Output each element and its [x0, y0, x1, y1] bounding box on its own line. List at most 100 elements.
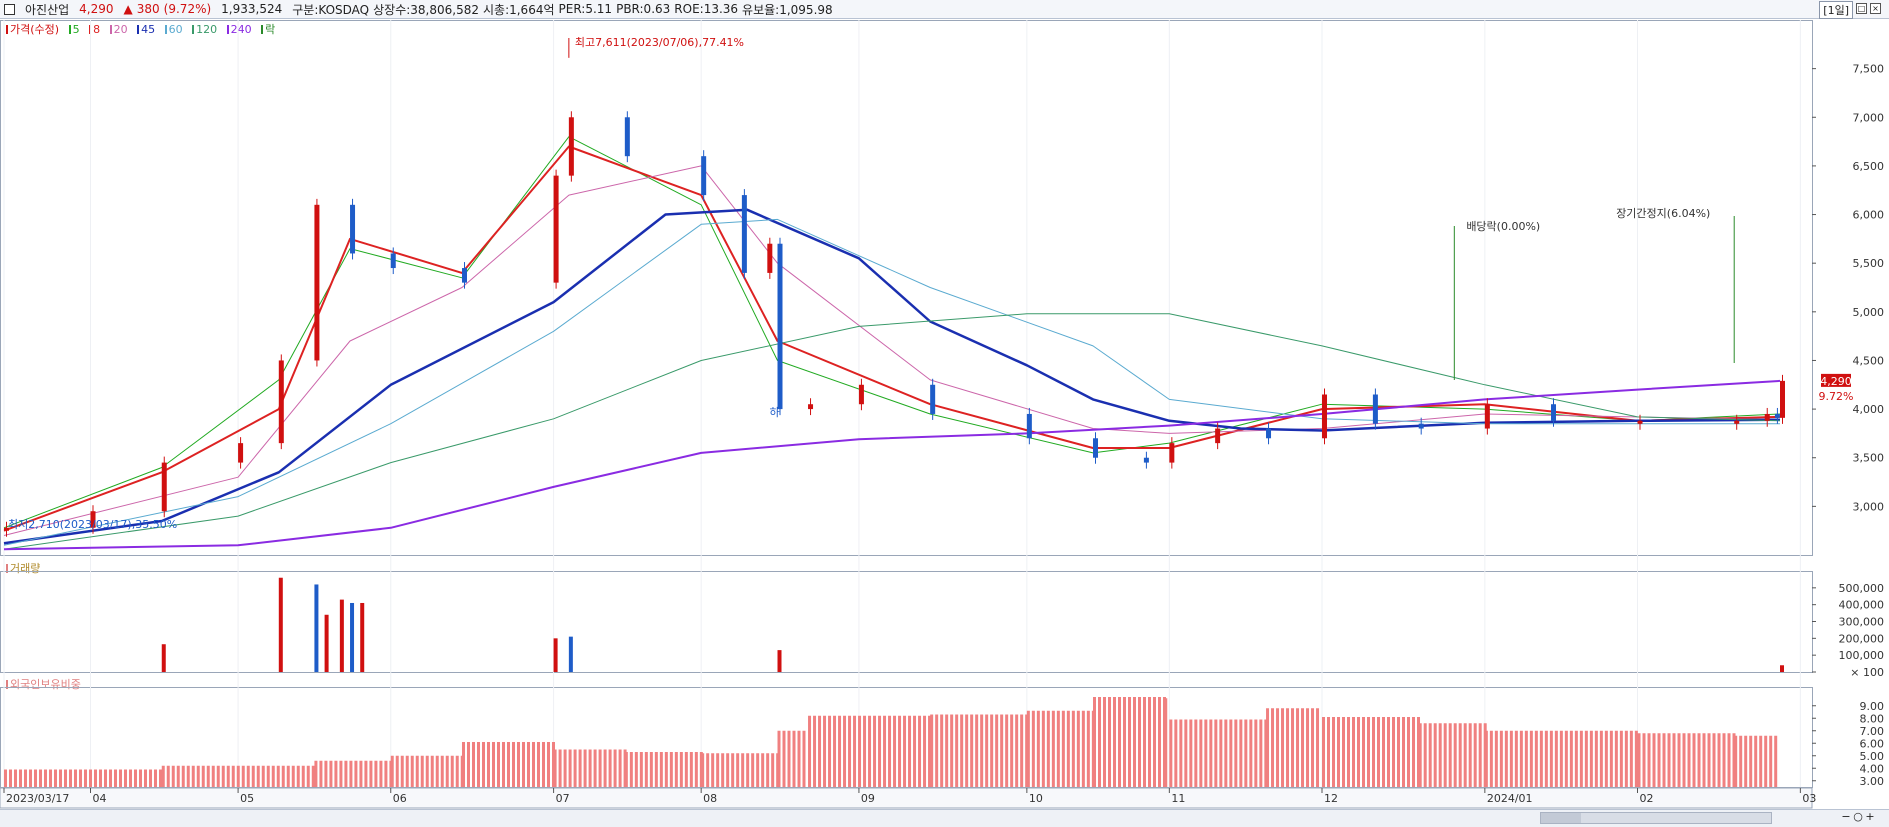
foreign-bar: [226, 765, 230, 787]
foreign-bar: [390, 755, 394, 787]
legend-ex[interactable]: 락: [261, 23, 278, 36]
roe-value: ROE:13.36: [674, 2, 739, 16]
candle-body: [461, 268, 467, 283]
foreign-bar: [878, 715, 882, 787]
high-annotation: 최고7,611(2023/07/06),77.41%: [575, 36, 744, 49]
current-pct-label: 9.72%: [1819, 390, 1854, 403]
foreign-bar: [1301, 708, 1305, 787]
foreign-bar: [1128, 697, 1132, 787]
legend-ma-5[interactable]: 5: [68, 23, 83, 36]
foreign-bar: [701, 753, 705, 787]
foreign-bar: [1428, 723, 1432, 787]
volume-bar: [553, 638, 558, 672]
foreign-bar: [1769, 735, 1773, 787]
select-checkbox[interactable]: [4, 3, 15, 15]
foreign-bar: [1311, 708, 1315, 787]
foreign-bar: [420, 755, 424, 787]
zoom-out-icon[interactable]: −: [1841, 810, 1851, 823]
foreign-bar: [883, 715, 887, 787]
foreign-bar: [349, 760, 353, 787]
foreign-tick-label: 3.00: [1860, 775, 1885, 788]
foreign-bar: [711, 753, 715, 787]
foreign-bar: [598, 749, 602, 787]
foreign-bar: [1271, 708, 1275, 787]
close-icon[interactable]: ×: [1870, 3, 1881, 14]
foreign-bar: [1443, 723, 1447, 787]
period-selector[interactable]: [1일]: [1819, 1, 1853, 19]
ma-20-line: [3, 165, 1781, 536]
foreign-bar: [1239, 719, 1243, 787]
foreign-bar: [980, 714, 984, 787]
foreign-bar: [1133, 697, 1137, 787]
foreign-bar: [1539, 730, 1543, 787]
scrollbar-thumb[interactable]: [1541, 813, 1581, 823]
ma-5-line: [3, 136, 1781, 529]
foreign-bar: [558, 749, 562, 787]
foreign-bar: [731, 753, 735, 787]
foreign-bar: [1662, 733, 1666, 787]
foreign-bar: [129, 769, 132, 787]
foreign-bar: [1499, 730, 1503, 787]
foreign-bar: [211, 765, 215, 787]
candle-body: [1169, 443, 1175, 463]
foreign-bar: [1614, 730, 1618, 787]
halt-annotation: 장기간정지(6.04%): [1616, 207, 1710, 220]
chart-scrollbar[interactable]: [1540, 812, 1772, 824]
foreign-bar: [311, 765, 315, 787]
price-tick-label: 6,500: [1853, 160, 1885, 173]
foreign-bar: [1138, 697, 1142, 787]
legend-ma-45[interactable]: 45: [137, 23, 158, 36]
foreign-bar: [276, 765, 280, 787]
foreign-bar: [629, 752, 633, 787]
legend-ma-60[interactable]: 60: [164, 23, 186, 36]
candle-body: [1637, 420, 1643, 424]
foreign-bar: [1647, 733, 1651, 787]
legend-price[interactable]: 가격(수정): [6, 23, 62, 36]
foreign-bar: [1412, 717, 1416, 787]
maximize-icon[interactable]: □: [1856, 3, 1867, 14]
foreign-bar: [935, 714, 939, 787]
foreign-bar: [1108, 697, 1112, 787]
candle-body: [350, 204, 356, 254]
foreign-bar: [319, 760, 323, 787]
x-axis-strip: [0, 787, 1813, 809]
foreign-bar: [374, 760, 378, 787]
legend-ma-45-label: 45: [141, 23, 156, 36]
legend-ma-240[interactable]: 240: [226, 23, 255, 36]
foreign-bar: [1296, 708, 1300, 787]
foreign-bar: [1468, 723, 1472, 787]
foreign-bar: [1276, 708, 1280, 787]
legend-ma-120[interactable]: 120: [192, 23, 220, 36]
foreign-tick-label: 9.00: [1860, 700, 1885, 713]
foreign-bar: [970, 714, 974, 787]
price-tick-label: 4,000: [1853, 403, 1885, 416]
foreign-bar: [1000, 714, 1004, 787]
foreign-bar: [1534, 730, 1538, 787]
foreign-bar: [551, 742, 555, 787]
foreign-tick-label: 8.00: [1860, 712, 1885, 725]
foreign-bar: [1672, 733, 1676, 787]
foreign-bar: [94, 769, 97, 787]
stock-name[interactable]: 아진산업: [25, 2, 70, 17]
foreign-bar: [1667, 733, 1671, 787]
foreign-bar: [54, 769, 57, 787]
candle-body: [1780, 380, 1785, 418]
foreign-bar: [1774, 735, 1778, 787]
foreign-bar: [405, 755, 409, 787]
foreign-bar: [1347, 717, 1351, 787]
zoom-in-icon[interactable]: +: [1865, 810, 1875, 823]
foreign-bar: [950, 714, 954, 787]
legend-price-label: 가격(수정): [10, 23, 60, 36]
foreign-bar: [201, 765, 205, 787]
volume-tick-label: 300,000: [1839, 616, 1885, 629]
foreign-bar: [1143, 697, 1147, 787]
foreign-bar: [221, 765, 225, 787]
candle-body: [1322, 394, 1328, 439]
legend-ma-20[interactable]: 20: [109, 23, 131, 36]
foreign-bar: [1056, 710, 1060, 787]
foreign-bar: [1707, 733, 1711, 787]
zoom-reset-icon[interactable]: ○: [1853, 810, 1863, 823]
foreign-bar: [1118, 697, 1122, 787]
candle-body: [90, 511, 96, 528]
